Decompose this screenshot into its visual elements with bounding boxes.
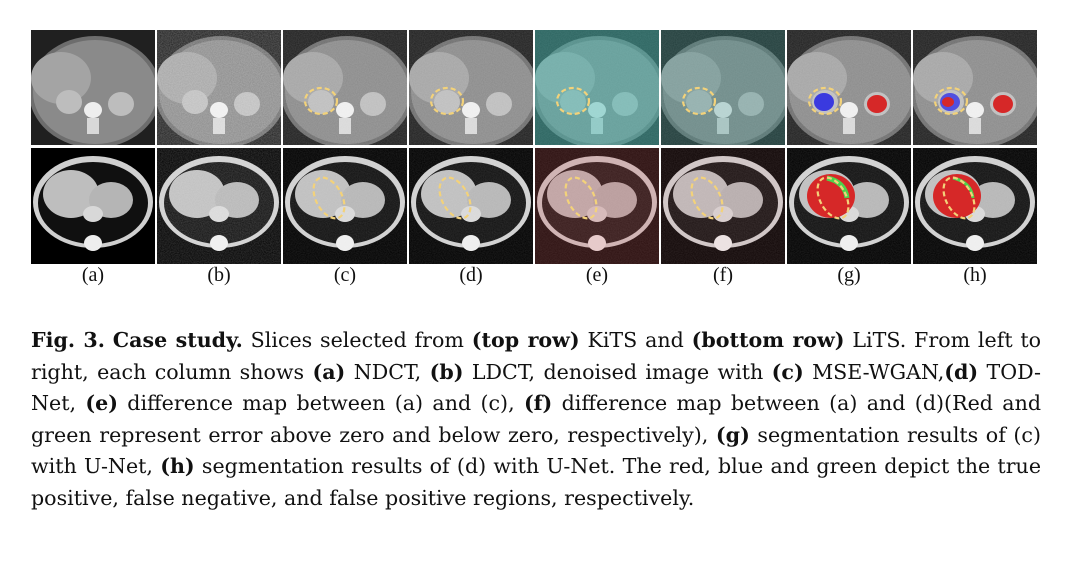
column-label-c: (c) xyxy=(333,264,357,286)
caption-fig-number: Fig. 3. xyxy=(31,328,105,352)
caption-bold: (f) xyxy=(523,391,553,415)
column-label-h: (h) xyxy=(963,264,987,286)
caption-bold: (d) xyxy=(944,359,979,384)
caption-bold: (a) xyxy=(312,359,346,384)
caption-bold: (g) xyxy=(715,422,750,447)
caption-text: TOD-Net, xyxy=(31,359,1041,416)
liver-slice-e xyxy=(535,148,659,264)
caption-bold: (bottom row) xyxy=(691,328,845,352)
liver-slice-a xyxy=(31,148,155,264)
liver-slice-b xyxy=(157,148,281,264)
column-label-d: (d) xyxy=(459,264,483,286)
caption-bold: (top row) xyxy=(471,328,580,352)
liver-slice-g xyxy=(787,148,911,264)
caption-text: NDCT, xyxy=(353,359,422,384)
caption-text: LDCT, denoised image with xyxy=(471,359,764,384)
kidney-slice-g xyxy=(787,30,911,145)
column-labels: (a) (b) (c) (d) (e) (f) (g) (h) xyxy=(31,264,1039,286)
caption-text: MSE-WGAN, xyxy=(812,359,945,384)
liver-slice-f xyxy=(661,148,785,264)
caption-text: KiTS and xyxy=(587,328,684,352)
kidney-slice-h xyxy=(913,30,1037,145)
caption-bold: (e) xyxy=(85,391,118,415)
caption-text: difference map between (a) and (d)(Red a… xyxy=(31,391,1042,447)
caption-bold: (h) xyxy=(160,454,195,478)
kidney-slice-a xyxy=(31,30,155,145)
caption-text: difference map between (a) and (c), xyxy=(127,391,515,415)
liver-slice-d xyxy=(409,148,533,264)
caption-bold: (b) xyxy=(429,359,464,384)
kidney-slice-e xyxy=(535,30,659,145)
kidney-slice-c xyxy=(283,30,407,145)
figure-caption: Fig. 3. Case study. Slices selected from… xyxy=(31,325,1041,514)
column-label-e: (e) xyxy=(585,264,609,286)
column-label-g: (g) xyxy=(837,264,861,286)
kidney-slice-d xyxy=(409,30,533,145)
kidney-slice-f xyxy=(661,30,785,145)
caption-text: LiTS. From left to right, each column sh… xyxy=(31,328,1042,384)
column-label-a: (a) xyxy=(81,264,105,286)
column-label-f: (f) xyxy=(713,264,733,286)
caption-heading: Case study. xyxy=(112,328,243,352)
caption-bold: (c) xyxy=(771,359,804,384)
caption-text: segmentation results of (d) with U-Net. … xyxy=(31,454,1042,510)
caption-text: Slices selected from xyxy=(250,328,464,352)
liver-slice-h xyxy=(913,148,1037,264)
column-label-b: (b) xyxy=(207,264,231,286)
figure-panels xyxy=(31,30,1039,264)
caption-text: segmentation results of (c) with U-Net, xyxy=(31,422,1042,479)
liver-slice-c xyxy=(283,148,407,264)
kidney-slice-b xyxy=(157,30,281,145)
